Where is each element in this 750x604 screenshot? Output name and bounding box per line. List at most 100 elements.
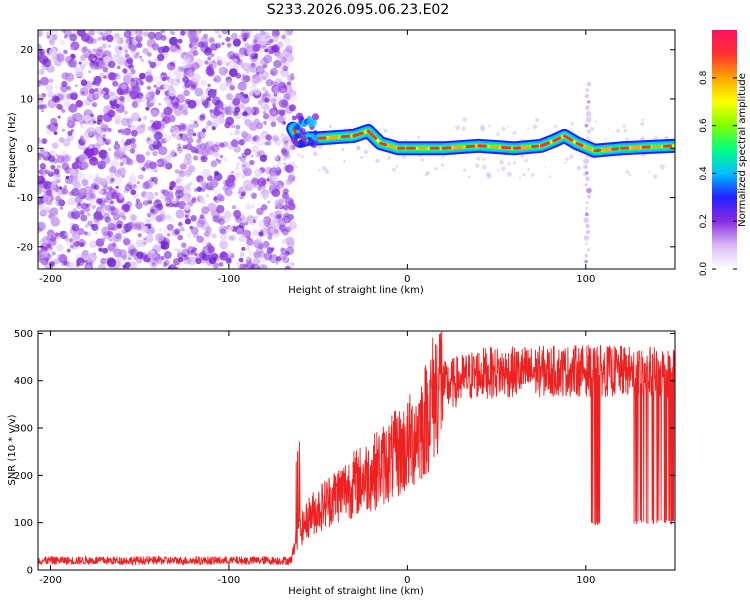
noise-blob [143, 242, 146, 245]
noise-blob [55, 188, 59, 192]
noise-blob [167, 77, 173, 83]
noise-blob [89, 88, 95, 94]
streak-point [584, 165, 588, 169]
noise-blob [283, 66, 288, 71]
faint-point [524, 159, 528, 163]
faint-point [522, 173, 525, 176]
noise-blob [279, 82, 284, 87]
noise-blob [165, 200, 170, 205]
noise-blob [214, 171, 219, 176]
noise-blob [230, 235, 236, 241]
noise-blob [110, 200, 114, 204]
noise-blob [184, 169, 192, 177]
noise-blob [257, 186, 262, 191]
noise-blob [71, 188, 79, 196]
noise-blob [262, 87, 266, 91]
noise-blob [197, 236, 204, 243]
noise-blob [253, 39, 257, 43]
noise-blob [197, 65, 200, 68]
noise-blob [109, 166, 116, 173]
noise-blob [167, 233, 170, 236]
noise-blob [272, 176, 277, 181]
noise-blob [145, 218, 151, 224]
tone-peak [491, 147, 498, 148]
noise-blob [56, 244, 64, 252]
noise-blob [40, 77, 49, 86]
noise-blob [95, 134, 100, 139]
noise-blob [160, 28, 165, 33]
streak-point [586, 230, 591, 235]
noise-blob [202, 169, 211, 178]
noise-blob [167, 62, 176, 71]
noise-blob [191, 198, 196, 203]
noise-blob [170, 97, 179, 106]
noise-blob [47, 168, 52, 173]
noise-blob [49, 39, 55, 45]
faint-point [356, 146, 361, 151]
noise-blob [187, 256, 196, 265]
noise-blob [267, 234, 272, 239]
noise-blob [187, 69, 193, 75]
streak-point [585, 176, 590, 181]
streak-point [587, 194, 591, 198]
noise-blob [93, 121, 96, 124]
spectrogram-xlabel: Height of straight line (km) [288, 285, 424, 296]
faint-point [392, 168, 396, 172]
noise-blob [128, 77, 132, 81]
noise-blob [240, 252, 245, 257]
faint-point [549, 175, 551, 177]
faint-point [653, 174, 657, 178]
noise-blob [273, 60, 281, 68]
noise-blob [126, 139, 132, 145]
noise-blob [274, 82, 279, 87]
faint-point [531, 173, 535, 177]
colorbar-tick-label: 0.6 [699, 118, 709, 133]
faint-point [554, 125, 557, 128]
noise-blob [248, 251, 253, 256]
noise-blob [51, 183, 57, 189]
noise-blob [225, 178, 234, 187]
noise-blob [234, 64, 237, 67]
noise-blob [115, 141, 118, 144]
faint-point [360, 156, 363, 159]
noise-blob [138, 183, 144, 189]
streak-point [585, 105, 590, 110]
noise-blob [228, 226, 233, 231]
noise-blob [123, 235, 126, 238]
faint-point [426, 171, 430, 175]
noise-blob [136, 199, 140, 203]
noise-blob [286, 247, 294, 255]
faint-point [502, 127, 506, 131]
noise-blob [118, 147, 126, 155]
faint-point [468, 176, 471, 179]
noise-blob [212, 126, 216, 130]
noise-blob [226, 189, 233, 196]
noise-blob [151, 209, 155, 213]
faint-point [648, 171, 650, 173]
noise-blob [255, 265, 258, 268]
noise-blob [271, 98, 277, 104]
noise-blob [250, 53, 259, 62]
noise-blob [40, 105, 44, 109]
faint-point [384, 129, 388, 133]
noise-blob [274, 199, 283, 208]
noise-blob [83, 115, 90, 122]
faint-point [370, 120, 372, 122]
noise-blob [207, 57, 211, 61]
noise-blob [145, 107, 149, 111]
y-tick-label: 0 [27, 144, 33, 155]
noise-blob [289, 221, 297, 229]
noise-blob [97, 161, 106, 170]
noise-blob [284, 31, 289, 36]
noise-blob [131, 190, 137, 196]
faint-point [565, 157, 569, 161]
noise-blob [215, 43, 221, 49]
noise-blob [241, 247, 245, 251]
faint-point [463, 169, 466, 172]
noise-blob [116, 186, 119, 189]
noise-blob [43, 152, 48, 157]
noise-blob [148, 32, 156, 40]
faint-point [527, 168, 530, 171]
noise-blob [170, 149, 176, 155]
